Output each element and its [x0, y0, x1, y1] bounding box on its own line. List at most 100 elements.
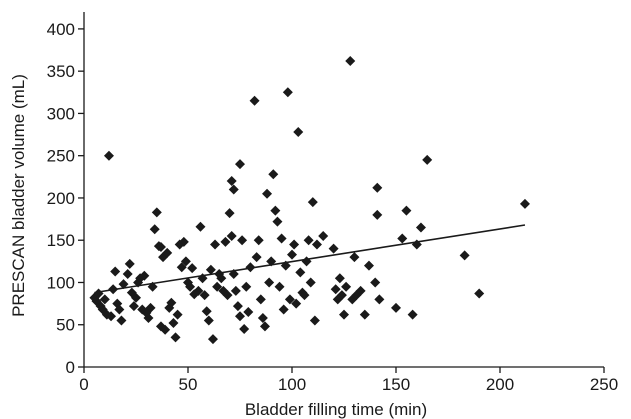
data-point — [311, 239, 322, 250]
data-point — [187, 263, 198, 274]
data-point — [278, 304, 289, 315]
x-axis-title: Bladder filling time (min) — [245, 400, 427, 419]
data-point — [372, 182, 383, 193]
data-point — [474, 288, 485, 299]
data-point — [334, 273, 345, 284]
y-axis-ticks: 0 50 100 150 200 250 300 350 400 — [47, 20, 84, 377]
y-tick-label: 0 — [66, 358, 75, 377]
data-point — [259, 321, 270, 332]
data-point — [210, 239, 221, 250]
data-point — [341, 281, 352, 292]
data-point — [293, 127, 304, 138]
x-tick-label: 200 — [486, 375, 514, 394]
data-point — [232, 301, 243, 312]
data-point — [193, 285, 204, 296]
data-point — [226, 230, 237, 241]
data-point — [239, 323, 250, 334]
y-tick-label: 100 — [47, 273, 75, 292]
data-point — [307, 197, 318, 208]
data-point — [355, 285, 366, 296]
data-point — [272, 216, 283, 227]
data-point — [262, 188, 273, 199]
data-point — [222, 290, 233, 301]
data-point — [106, 311, 117, 322]
data-point — [220, 236, 231, 247]
data-point — [172, 309, 183, 320]
data-point — [128, 301, 139, 312]
data-point — [349, 252, 360, 263]
data-point — [391, 302, 401, 313]
data-point — [207, 334, 218, 345]
data-point — [249, 95, 260, 106]
data-point — [245, 262, 256, 273]
data-point — [301, 256, 312, 267]
data-point — [284, 294, 295, 305]
data-point — [110, 266, 121, 277]
data-point — [151, 207, 162, 218]
data-point — [203, 315, 214, 326]
data-point — [407, 309, 418, 320]
data-point — [253, 235, 264, 246]
data-point — [230, 285, 241, 296]
data-point — [257, 312, 268, 323]
y-tick-label: 300 — [47, 104, 75, 123]
data-point — [401, 205, 412, 216]
x-tick-label: 250 — [590, 375, 618, 394]
data-point — [228, 184, 239, 195]
x-tick-label: 150 — [382, 375, 410, 394]
data-point — [299, 290, 310, 301]
data-point — [374, 294, 385, 305]
data-point — [415, 222, 426, 233]
y-tick-label: 50 — [56, 316, 75, 335]
data-point — [124, 258, 135, 269]
data-point — [287, 249, 297, 260]
data-point — [143, 312, 154, 323]
data-point — [235, 159, 245, 170]
data-point — [459, 250, 470, 261]
y-tick-label: 200 — [47, 189, 75, 208]
data-point — [176, 262, 187, 273]
x-axis-ticks: 0 50 100 150 200 250 — [79, 367, 618, 394]
data-point — [309, 315, 320, 326]
data-point — [139, 270, 150, 281]
data-point — [241, 281, 252, 292]
data-point — [226, 176, 237, 187]
y-tick-label: 400 — [47, 20, 75, 39]
data-point — [155, 241, 166, 252]
data-point — [318, 230, 329, 241]
data-point — [122, 269, 133, 280]
data-point — [237, 235, 248, 246]
data-point — [195, 221, 206, 232]
y-tick-label: 350 — [47, 62, 75, 81]
data-point — [305, 277, 316, 288]
data-point — [330, 284, 341, 295]
data-point — [180, 256, 191, 267]
data-point — [118, 279, 129, 290]
data-point — [274, 281, 285, 292]
data-point — [339, 309, 349, 320]
y-tick-label: 250 — [47, 147, 75, 166]
data-point — [291, 298, 302, 309]
data-point — [372, 209, 383, 220]
data-point — [370, 277, 381, 288]
data-point — [162, 247, 173, 258]
data-point — [224, 208, 235, 219]
data-point — [166, 297, 177, 308]
data-point — [282, 87, 293, 98]
data-point — [255, 294, 266, 305]
data-point — [170, 332, 181, 343]
data-point — [270, 205, 281, 216]
data-point — [199, 290, 210, 301]
y-tick-label: 150 — [47, 231, 75, 250]
data-point — [149, 224, 160, 235]
data-point — [519, 198, 530, 209]
x-tick-label: 50 — [179, 375, 198, 394]
x-tick-label: 0 — [79, 375, 88, 394]
data-point — [103, 150, 114, 161]
data-point — [131, 292, 141, 303]
data-point — [178, 236, 189, 247]
data-point — [264, 277, 275, 288]
data-point — [276, 233, 287, 244]
trend-line — [94, 224, 526, 294]
